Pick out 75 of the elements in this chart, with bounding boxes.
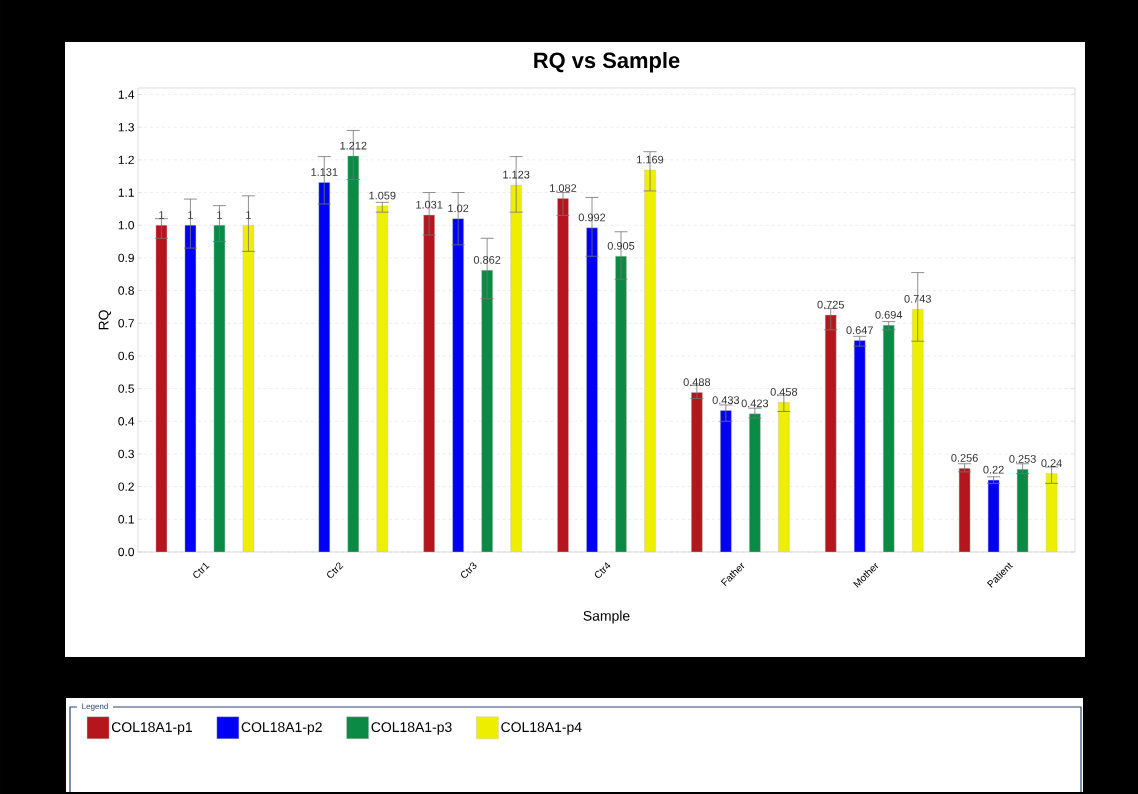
- data-label: 0.862: [473, 256, 501, 264]
- data-label: 1.212: [340, 141, 367, 150]
- y-axis-title: RQ: [98, 310, 112, 330]
- y-tick-label: 0.9: [118, 253, 134, 263]
- data-label: 0.22: [983, 465, 1004, 474]
- data-label: 1: [159, 211, 164, 219]
- y-tick-label: 1.3: [118, 122, 134, 132]
- bar: [749, 413, 761, 552]
- data-label: 0.433: [712, 396, 740, 404]
- y-tick-label: 0.7: [118, 319, 134, 328]
- y-tick-label: 0.5: [118, 384, 134, 393]
- data-label: 0.253: [1009, 455, 1036, 463]
- data-label: 1.082: [550, 184, 577, 192]
- data-label: 0.647: [846, 326, 873, 335]
- data-label: 0.992: [578, 213, 606, 222]
- bar: [615, 256, 627, 552]
- data-label: 0.725: [817, 300, 844, 309]
- y-tick-label: 1.2: [118, 155, 134, 165]
- y-tick-label: 1.0: [118, 220, 135, 230]
- data-label: 1.059: [369, 191, 396, 200]
- data-label: 1: [217, 211, 222, 219]
- bar: [557, 198, 569, 552]
- bar: [318, 182, 330, 552]
- bar: [213, 225, 226, 552]
- bar: [883, 325, 895, 552]
- data-label: 0.256: [951, 454, 978, 462]
- data-label: 0.743: [904, 294, 931, 303]
- bar: [452, 218, 464, 552]
- bar: [1045, 473, 1058, 552]
- x-axis-title: Sample: [583, 610, 630, 624]
- data-label: 1.02: [448, 204, 469, 213]
- y-tick-label: 0.0: [118, 547, 135, 557]
- y-tick-label: 0.1: [118, 515, 134, 524]
- bar: [184, 225, 197, 552]
- legend-label: COL18A1-p3: [371, 722, 452, 735]
- legend-label: COL18A1-p2: [241, 722, 322, 735]
- bar: [825, 314, 837, 552]
- chart-title: RQ vs Sample: [534, 52, 680, 73]
- bar: [155, 225, 168, 552]
- y-tick-label: 0.6: [118, 351, 134, 361]
- data-label: 1.169: [637, 155, 664, 164]
- y-tick-label: 1.1: [118, 188, 134, 197]
- legend-label: COL18A1-p1: [111, 722, 192, 735]
- bar: [347, 155, 359, 552]
- bar: [691, 392, 703, 552]
- bar: [586, 227, 598, 552]
- bar: [720, 410, 732, 552]
- data-label: 0.458: [770, 388, 798, 396]
- bar: [987, 479, 1000, 552]
- bar: [1016, 469, 1029, 552]
- bar: [854, 340, 866, 552]
- y-tick-label: 0.3: [118, 449, 134, 459]
- bar: [423, 214, 435, 552]
- x-tick-label: Ctr4: [594, 562, 611, 578]
- data-label: 0.694: [875, 310, 903, 319]
- data-label: 1: [246, 211, 251, 219]
- x-tick-label: Ctr3: [460, 562, 477, 578]
- bar: [376, 205, 388, 552]
- data-label: 1.131: [311, 168, 338, 176]
- bar: [481, 270, 493, 552]
- data-label: 1.031: [416, 200, 443, 209]
- data-label: 1: [188, 211, 193, 219]
- y-tick-label: 1.4: [118, 90, 135, 99]
- x-tick-label: Ctr2: [327, 562, 344, 578]
- y-tick-label: 0.8: [118, 286, 134, 295]
- data-label: 0.423: [741, 399, 769, 408]
- data-label: 0.24: [1041, 459, 1062, 468]
- data-label: 0.905: [607, 242, 635, 250]
- y-tick-label: 0.2: [118, 482, 134, 491]
- data-label: 0.488: [683, 378, 711, 387]
- data-label: 1.123: [503, 170, 530, 179]
- legend-label: COL18A1-p4: [501, 722, 582, 735]
- bar: [958, 468, 971, 552]
- x-tick-label: Ctr1: [193, 562, 210, 578]
- y-tick-label: 0.4: [118, 417, 135, 426]
